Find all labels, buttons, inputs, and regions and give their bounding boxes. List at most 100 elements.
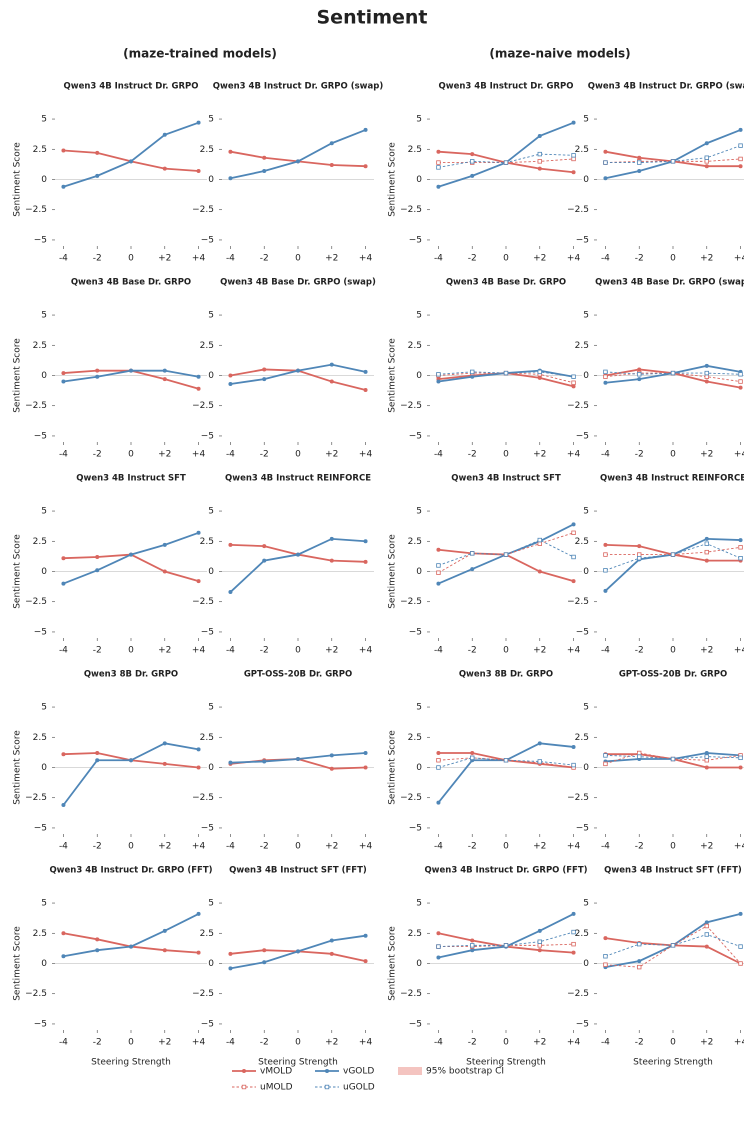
x-tick-label: +4 (359, 254, 373, 264)
y-tick-label: 2.5 (200, 341, 214, 351)
legend-label: vMOLD (260, 1067, 292, 1077)
point (738, 164, 743, 169)
x-tick-label: -2 (93, 1038, 102, 1048)
series-line (438, 121, 574, 188)
legend-marker (324, 1084, 330, 1090)
point (637, 556, 642, 561)
point (363, 164, 368, 169)
y-tick-label: −2.5 (25, 989, 47, 999)
point (704, 370, 709, 376)
y-tick-label: −5 (34, 235, 47, 245)
y-tick-label: 5 (416, 507, 422, 517)
x-tick-label: +4 (734, 450, 744, 460)
x-tick-label: 0 (670, 1038, 676, 1048)
point (738, 765, 743, 770)
point (704, 536, 709, 541)
point (296, 368, 300, 373)
x-tick-label: +2 (158, 646, 171, 656)
y-tick-label: 2.5 (575, 537, 589, 547)
x-tick-label: +4 (567, 1038, 581, 1048)
point (129, 552, 133, 557)
point (738, 538, 743, 543)
point (738, 545, 743, 550)
panel-title: Qwen3 4B Instruct SFT (FFT) (229, 866, 367, 876)
point (436, 160, 441, 165)
point (704, 363, 709, 368)
y-tick-label: −2.5 (400, 597, 422, 607)
point (329, 162, 334, 167)
point (61, 184, 66, 189)
point (704, 750, 709, 755)
point (162, 569, 167, 574)
point (262, 169, 267, 174)
point (162, 166, 167, 171)
point (670, 756, 676, 762)
x-tick-label: +4 (567, 450, 581, 460)
point (470, 948, 475, 953)
panel-title: Qwen3 4B Instruct SFT (451, 474, 561, 484)
y-tick-label: −5 (34, 431, 47, 441)
panel-title: Qwen3 8B Dr. GRPO (84, 670, 178, 680)
point (436, 765, 441, 770)
y-tick-label: 5 (208, 507, 214, 517)
point (470, 152, 475, 157)
y-tick-label: 5 (41, 703, 47, 713)
point (670, 370, 676, 376)
x-tick-label: 0 (670, 450, 676, 460)
point (95, 948, 100, 953)
point (196, 911, 201, 916)
x-tick-label: +4 (192, 450, 206, 460)
legend-marker (241, 1084, 247, 1090)
point (637, 552, 642, 557)
x-tick-label: -4 (434, 1038, 443, 1048)
x-tick-label: -2 (468, 646, 477, 656)
x-tick-label: +4 (359, 842, 373, 852)
x-tick-label: 0 (295, 254, 301, 264)
y-tick-label: 2.5 (408, 537, 422, 547)
y-tick-label: 0 (41, 175, 47, 185)
x-tick-label: +4 (567, 842, 581, 852)
y-axis-label: Sentiment Score (388, 534, 398, 609)
x-axis-label: Steering Strength (91, 1058, 171, 1068)
point (738, 944, 743, 949)
point (296, 757, 300, 762)
point (228, 590, 233, 595)
point (436, 149, 441, 154)
y-tick-label: −2.5 (25, 793, 47, 803)
point (61, 371, 66, 376)
y-tick-label: −2.5 (400, 989, 422, 999)
y-tick-label: 2.5 (575, 929, 589, 939)
y-tick-label: −5 (201, 627, 214, 637)
point (670, 552, 676, 557)
point (571, 522, 576, 527)
point (61, 954, 66, 959)
y-tick-label: 5 (583, 899, 589, 909)
y-tick-label: −5 (34, 823, 47, 833)
x-tick-label: -4 (226, 842, 235, 852)
x-tick-label: +2 (533, 1038, 546, 1048)
y-tick-label: 2.5 (408, 145, 422, 155)
y-tick-label: 2.5 (200, 145, 214, 155)
y-tick-label: 5 (583, 507, 589, 517)
point (738, 156, 743, 162)
point (537, 569, 542, 574)
point (162, 542, 167, 547)
point (436, 372, 441, 377)
y-axis-label: Sentiment Score (388, 338, 398, 413)
point (95, 374, 100, 379)
point (129, 368, 133, 373)
point (436, 800, 441, 805)
y-tick-label: 2.5 (200, 537, 214, 547)
x-tick-label: -2 (468, 842, 477, 852)
x-tick-label: +2 (533, 450, 546, 460)
point (262, 544, 267, 549)
x-tick-label: -4 (59, 646, 68, 656)
point (738, 372, 743, 377)
point (61, 148, 66, 153)
point (637, 754, 642, 759)
x-tick-label: -2 (635, 842, 644, 852)
series-line (63, 913, 199, 958)
point (329, 753, 334, 758)
y-tick-label: −2.5 (567, 597, 589, 607)
point (738, 379, 743, 384)
